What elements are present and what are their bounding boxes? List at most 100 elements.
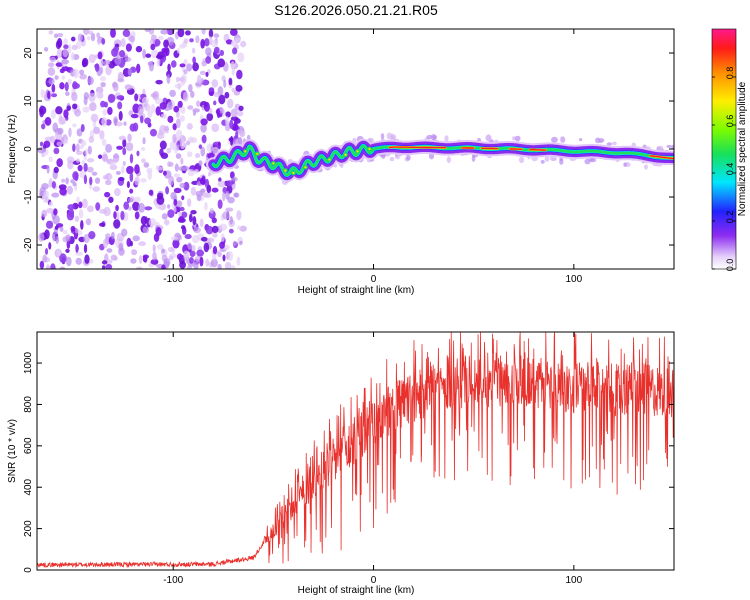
noise-blob	[193, 261, 199, 269]
noise-blob	[113, 116, 119, 125]
noise-blob	[80, 140, 87, 147]
noise-blob	[194, 168, 199, 174]
ridge-halo	[380, 133, 385, 140]
noise-blob	[156, 244, 164, 250]
noise-blob	[166, 73, 171, 84]
noise-blob	[141, 158, 146, 164]
noise-blob	[227, 251, 234, 261]
noise-blob	[233, 119, 238, 130]
noise-blob	[148, 189, 154, 196]
noise-blob	[201, 134, 207, 144]
ridge-halo	[389, 156, 395, 162]
noise-blob	[175, 153, 182, 159]
noise-blob	[186, 123, 193, 130]
noise-blob	[55, 62, 64, 67]
noise-blob	[232, 240, 238, 246]
noise-blob	[229, 171, 235, 179]
noise-blob	[189, 38, 194, 43]
noise-blob	[106, 248, 113, 253]
noise-blob	[129, 188, 134, 194]
noise-blob	[209, 207, 214, 214]
noise-blob	[105, 65, 112, 76]
noise-blob	[152, 244, 156, 253]
ridge-halo	[671, 144, 674, 150]
colorbar-axes: 0.0 0.2 0.4 0.6 0.8	[712, 67, 736, 271]
noise-blob	[186, 198, 192, 208]
ridge-halo	[544, 155, 550, 162]
noise-blob	[68, 208, 75, 218]
noise-blob	[75, 243, 79, 254]
noise-blob	[203, 242, 210, 253]
noise-blob	[237, 52, 245, 63]
noise-blob	[74, 171, 79, 182]
noise-blob	[122, 147, 127, 156]
noise-blob	[159, 102, 167, 110]
noise-blob	[96, 37, 101, 45]
spectrogram-xlabel: Height of straight line (km)	[298, 285, 415, 296]
noise-blob	[122, 160, 126, 166]
noise-blob	[129, 123, 137, 132]
noise-blob	[188, 257, 194, 264]
noise-blob	[217, 180, 226, 188]
noise-blob	[115, 204, 119, 212]
noise-blob	[148, 218, 157, 227]
noise-blob	[109, 161, 117, 167]
noise-blob	[179, 63, 186, 68]
noise-blob	[114, 187, 121, 197]
noise-blob	[80, 124, 85, 133]
noise-blob	[59, 266, 66, 269]
noise-blob	[112, 153, 120, 163]
noise-blob	[136, 150, 140, 157]
noise-blob	[188, 136, 194, 143]
noise-blob	[66, 156, 75, 164]
noise-blob	[51, 93, 58, 98]
noise-blob	[65, 234, 71, 242]
figure-title: S126.2026.050.21.21.R05	[274, 2, 438, 18]
noise-blob	[205, 71, 209, 77]
noise-blob	[74, 108, 81, 117]
noise-blob	[123, 121, 127, 126]
noise-blob	[217, 141, 221, 150]
noise-blob	[99, 58, 104, 69]
noise-blob	[116, 211, 120, 221]
snr-ytick-label: 400	[23, 478, 34, 495]
noise-blob	[206, 143, 214, 153]
noise-blob	[122, 138, 127, 148]
spectrogram-ytick-label: -20	[23, 237, 34, 252]
noise-blob	[56, 141, 63, 147]
noise-blob	[200, 118, 208, 126]
noise-blob	[59, 226, 64, 232]
noise-blob	[50, 109, 56, 119]
noise-blob	[55, 106, 63, 115]
noise-blob	[184, 233, 192, 240]
noise-blob	[124, 56, 132, 62]
noise-blob	[44, 136, 53, 142]
noise-blob	[180, 139, 186, 150]
noise-blob	[41, 183, 49, 190]
noise-blob	[175, 111, 181, 119]
noise-blob	[183, 69, 188, 75]
noise-blob	[199, 177, 206, 185]
noise-blob	[134, 196, 141, 203]
noise-blob	[237, 236, 244, 246]
noise-blob	[229, 264, 236, 269]
noise-blob	[135, 266, 143, 269]
noise-blob	[155, 227, 162, 236]
noise-blob	[103, 206, 111, 217]
noise-blob	[132, 201, 140, 212]
ridge-core-red	[388, 146, 447, 149]
noise-blob	[83, 243, 88, 254]
noise-blob	[203, 192, 212, 199]
noise-blob	[57, 32, 64, 38]
noise-blob	[49, 56, 57, 63]
noise-blob	[83, 174, 88, 185]
noise-blob	[42, 254, 48, 263]
noise-blob	[176, 47, 181, 54]
noise-blob	[226, 180, 233, 187]
noise-blob	[223, 79, 227, 89]
noise-blob	[43, 190, 49, 198]
noise-blob	[206, 113, 214, 122]
noise-blob	[169, 89, 176, 98]
spectrogram-xtick-label: 0	[371, 274, 377, 285]
